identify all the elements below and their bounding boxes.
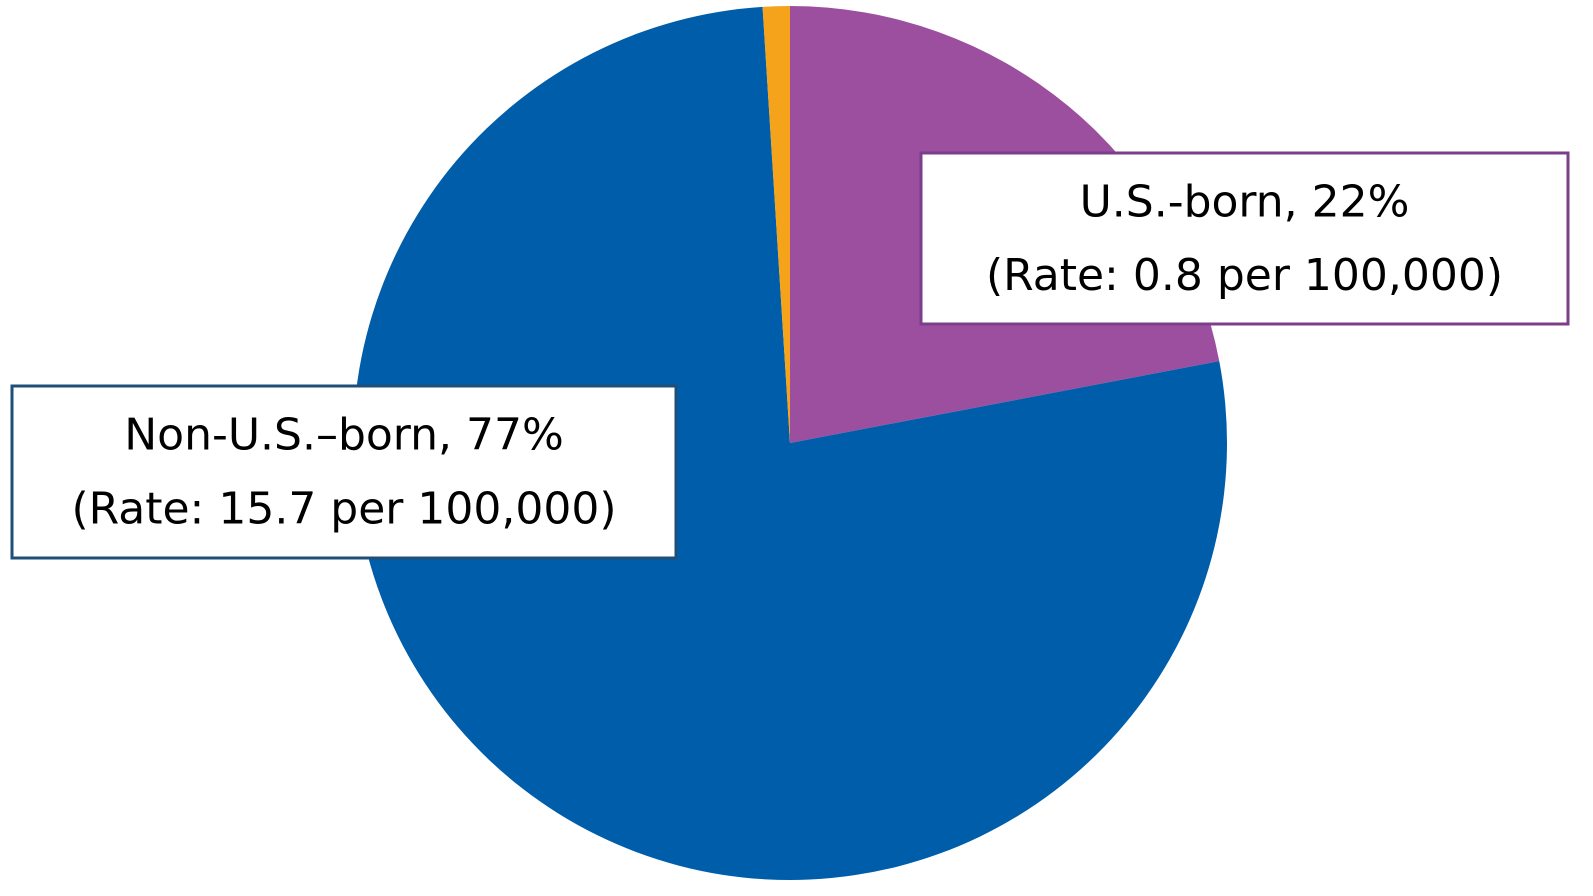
label-box [919, 151, 1570, 326]
pie-slice [762, 6, 790, 443]
data-label: U.S.-born, 22% [1080, 176, 1410, 227]
label-box [10, 384, 678, 560]
rate-label: (Rate: 15.7 per 100,000) [71, 484, 616, 535]
rate-label: (Rate: 0.8 per 100,000) [986, 250, 1503, 301]
data-label: Non-U.S.–born, 77% [124, 410, 564, 461]
pie-slice [352, 6, 1228, 881]
